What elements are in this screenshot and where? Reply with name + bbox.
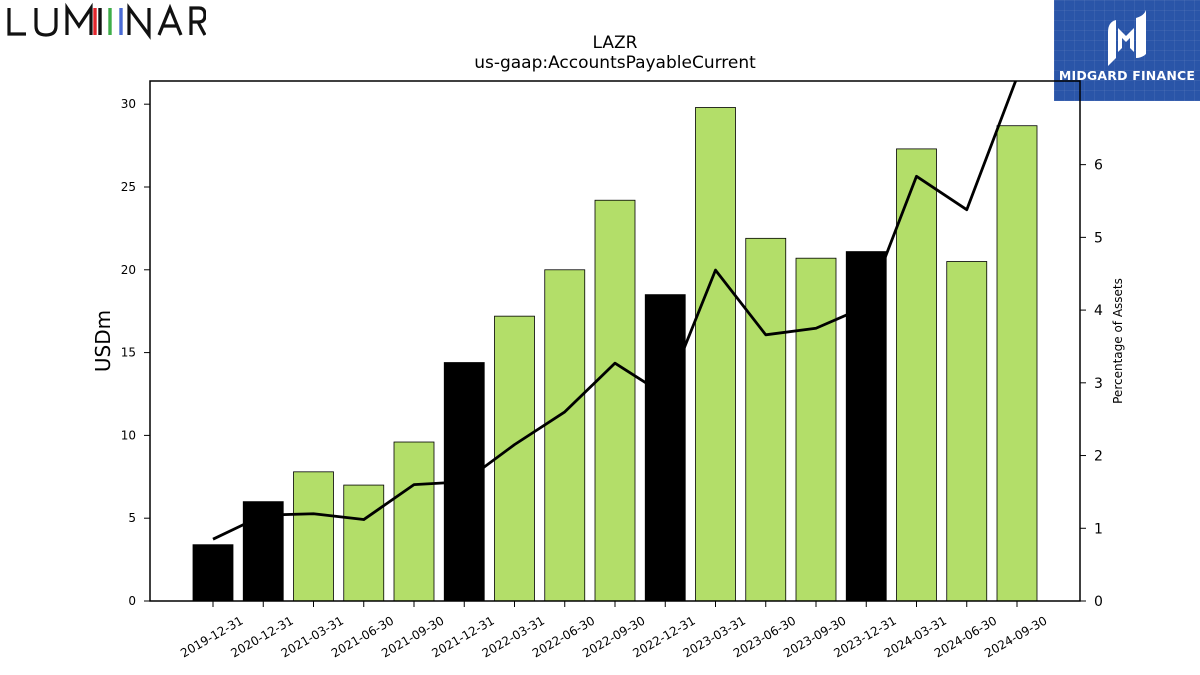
- y2-tick-label: 6: [1094, 158, 1103, 174]
- y-tick-label: 25: [121, 180, 136, 194]
- left-axis: 0 5 10 15 20 25 30: [121, 97, 150, 608]
- bar-2022-09-30: [594, 199, 636, 602]
- bar-2024-03-31: [896, 148, 937, 602]
- y2-tick-label: 3: [1094, 376, 1103, 392]
- logo-letter-l: [7, 8, 26, 36]
- bar-2023-09-30: [795, 257, 837, 602]
- bar-2021-06-30: [343, 484, 385, 602]
- y-axis-label: USDm: [91, 310, 115, 372]
- bar-2019-12-31: [192, 544, 234, 602]
- logo-letter-a: [157, 3, 183, 36]
- chart-title: LAZR: [593, 33, 638, 53]
- logo-letter-u: [34, 8, 58, 37]
- bar-2021-03-31: [293, 471, 334, 602]
- line-series: [212, 81, 1018, 541]
- y-tick-label: 5: [128, 511, 136, 525]
- midgard-mark-icon: [1108, 10, 1146, 66]
- bar-2024-09-30: [996, 125, 1038, 602]
- y-tick-label: 10: [121, 428, 136, 442]
- bar-2021-09-30: [393, 441, 435, 602]
- y-tick-label: 0: [128, 594, 136, 608]
- bar-2022-12-31: [644, 294, 686, 602]
- bar-2024-06-30: [946, 261, 988, 602]
- x-axis: 2019-12-312020-12-312021-03-312021-06-30…: [178, 601, 1050, 660]
- bar-2023-03-31: [695, 107, 736, 602]
- bar-series: [192, 107, 1038, 602]
- chart-subtitle: us-gaap:AccountsPayableCurrent: [474, 53, 756, 73]
- right-axis: 0 1 2 3 4 5 6: [1080, 158, 1103, 610]
- logo-letter-m: [65, 2, 93, 35]
- y-tick-label: 15: [121, 346, 136, 360]
- logo-letter-r: [189, 6, 206, 36]
- y2-tick-label: 5: [1094, 230, 1103, 246]
- midgard-finance-logo: MIDGARD FINANCE: [1054, 0, 1200, 101]
- bar-2022-03-31: [494, 315, 535, 602]
- bar-2022-06-30: [544, 269, 586, 602]
- y2-tick-label: 1: [1094, 521, 1103, 537]
- y2-axis-label: Percentage of Assets: [1111, 278, 1125, 404]
- percent-of-assets-line: [212, 81, 1018, 541]
- y2-tick-label: 2: [1094, 449, 1103, 465]
- luminar-logo: [7, 2, 206, 40]
- logo-letter-n: [127, 3, 151, 40]
- y-tick-label: 20: [121, 263, 136, 277]
- y-tick-label: 30: [121, 97, 136, 111]
- y2-tick-label: 4: [1094, 303, 1103, 319]
- bar-2023-12-31: [845, 251, 887, 602]
- y2-tick-label: 0: [1094, 594, 1103, 610]
- bar-2023-06-30: [745, 237, 787, 602]
- midgard-finance-name: MIDGARD FINANCE: [1058, 68, 1196, 83]
